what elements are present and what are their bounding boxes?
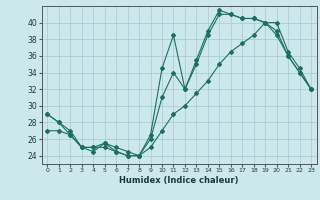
X-axis label: Humidex (Indice chaleur): Humidex (Indice chaleur) [119,176,239,185]
